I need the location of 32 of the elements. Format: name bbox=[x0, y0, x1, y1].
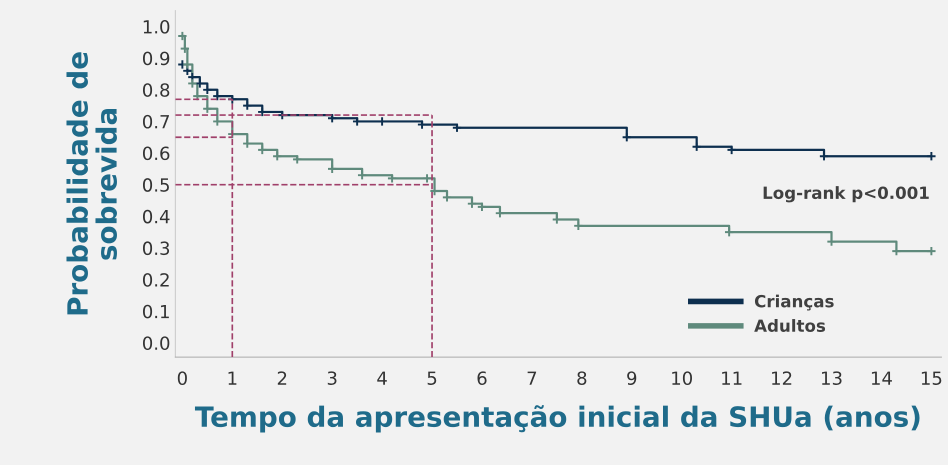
x-tick-label: 0 bbox=[178, 371, 187, 385]
y-tick-label: 0.2 bbox=[142, 273, 169, 287]
y-tick-label: 0.4 bbox=[142, 210, 170, 224]
x-tick-label: 1 bbox=[228, 372, 236, 385]
x-tick-label: 3 bbox=[328, 371, 336, 385]
x-tick-label: 9 bbox=[627, 371, 636, 385]
x-tick-label: 11 bbox=[722, 372, 742, 385]
legend-label: Crianças bbox=[754, 294, 834, 311]
annotation: Log-rank p<0.001 bbox=[764, 186, 929, 202]
x-tick-label: 13 bbox=[822, 371, 842, 385]
x-tick-label: 4 bbox=[377, 372, 387, 385]
x-axis-title: Tempo da apresentação inicial da SHUa (anos) bbox=[194, 405, 920, 433]
x-tick-label: 6 bbox=[477, 371, 487, 385]
legend-label: Adultos bbox=[754, 319, 826, 332]
y-tick-label: 1.0 bbox=[144, 20, 170, 34]
y-tick-label: 0.6 bbox=[142, 146, 170, 160]
x-tick-label: 12 bbox=[772, 371, 792, 385]
x-tick-label: 2 bbox=[278, 371, 286, 385]
y-tick-label: 0.7 bbox=[142, 114, 169, 129]
y-tick-label: 0.8 bbox=[142, 83, 170, 97]
y-tick-label: 0.5 bbox=[142, 178, 169, 192]
y-tick-label: 0.0 bbox=[142, 336, 170, 350]
x-tick-label: 5 bbox=[428, 372, 436, 385]
y-axis-title: Probabilidade de sobrevida bbox=[66, 52, 117, 314]
y-tick-label: 0.9 bbox=[142, 52, 170, 66]
x-tick-label: 10 bbox=[672, 371, 692, 385]
x-tick-label: 8 bbox=[577, 371, 586, 385]
y-tick-label: 0.3 bbox=[142, 241, 170, 256]
y-tick-label: 0.1 bbox=[142, 304, 169, 318]
x-tick-label: 7 bbox=[528, 372, 536, 385]
x-tick-label: 14 bbox=[872, 372, 892, 385]
x-tick-label: 15 bbox=[922, 372, 942, 385]
